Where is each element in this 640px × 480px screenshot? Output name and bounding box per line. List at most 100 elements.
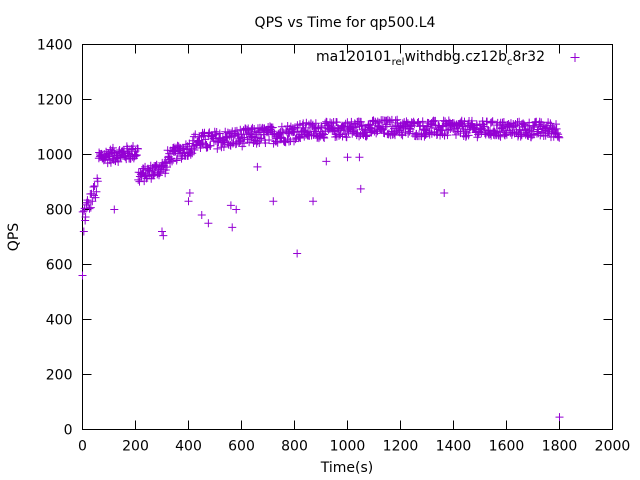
data-point (552, 120, 561, 129)
data-point (406, 125, 415, 134)
data-point (402, 117, 411, 126)
y-tick-label: 1000 (37, 148, 73, 164)
x-tick-label: 0 (78, 439, 87, 455)
data-point (166, 158, 175, 167)
data-point (438, 122, 447, 131)
data-point (554, 132, 563, 141)
data-point (390, 131, 399, 140)
data-point (197, 211, 206, 219)
data-point (91, 193, 100, 202)
data-point (86, 203, 95, 212)
data-point (552, 128, 561, 137)
data-point (299, 125, 308, 134)
data-point (89, 183, 98, 192)
data-point (143, 172, 152, 181)
data-point (438, 129, 447, 138)
data-point (79, 227, 88, 236)
data-point (265, 135, 274, 144)
data-point (378, 124, 387, 133)
y-tick-label: 200 (46, 368, 73, 384)
data-point (228, 223, 237, 232)
x-tick-label: 1200 (383, 439, 419, 455)
data-point (90, 181, 99, 190)
x-tick-label: 1000 (330, 439, 366, 455)
data-point (526, 126, 535, 135)
data-point (444, 125, 453, 134)
data-point (441, 117, 450, 126)
data-point (332, 118, 341, 127)
data-point (213, 144, 222, 153)
legend-label: ma120101relwithdbg.cz12bc8r32 (316, 49, 545, 68)
data-point (195, 132, 204, 141)
data-point (124, 149, 133, 158)
data-point (226, 201, 235, 210)
data-point (158, 227, 166, 236)
data-points (78, 115, 564, 422)
data-point (342, 133, 351, 142)
y-axis: 0 200 400 600 800 1000 1200 1400 (37, 38, 613, 439)
x-axis: 0 200 400 600 800 1000 1200 1400 1600 1800 2000 (78, 44, 630, 455)
data-point (307, 131, 316, 140)
data-point (488, 117, 497, 126)
data-point (360, 126, 369, 135)
x-tick-label: 800 (281, 439, 308, 455)
legend: ma120101relwithdbg.cz12bc8r32 (316, 49, 580, 68)
data-point (296, 133, 305, 142)
data-point (510, 129, 519, 138)
data-point (548, 123, 557, 132)
data-point (487, 118, 496, 127)
data-point (414, 117, 423, 126)
plot-frame (82, 44, 613, 430)
data-point (327, 119, 336, 128)
x-tick-label: 1400 (436, 439, 472, 455)
data-point (184, 197, 193, 206)
y-tick-label: 400 (46, 313, 73, 329)
data-point (541, 123, 550, 132)
chart-title: QPS vs Time for qp500.L4 (255, 15, 436, 31)
data-point (85, 204, 94, 213)
data-point (92, 187, 101, 196)
data-point (93, 177, 102, 186)
data-point (134, 175, 143, 184)
data-point (247, 132, 256, 141)
data-point (219, 143, 228, 152)
data-point (373, 117, 382, 126)
x-tick-label: 400 (175, 439, 202, 455)
data-point (131, 151, 140, 160)
data-point (528, 131, 537, 140)
y-tick-label: 1400 (37, 38, 73, 54)
x-tick-label: 1800 (542, 439, 578, 455)
data-point (129, 142, 138, 151)
data-point (84, 198, 93, 207)
data-point (496, 132, 505, 141)
data-point (232, 205, 241, 214)
data-point (127, 145, 136, 154)
data-point (535, 117, 544, 126)
y-tick-label: 800 (46, 203, 73, 219)
data-point (253, 162, 262, 171)
data-point (191, 130, 200, 139)
data-point (235, 137, 244, 146)
data-point (301, 123, 310, 132)
data-point (322, 157, 331, 166)
data-point (520, 120, 529, 129)
x-tick-label: 200 (122, 439, 149, 455)
data-point (215, 129, 224, 138)
data-point (81, 216, 90, 225)
data-point (78, 207, 87, 216)
x-tick-label: 1600 (489, 439, 525, 455)
data-point (116, 153, 125, 162)
data-point (78, 271, 87, 280)
data-point (440, 189, 449, 197)
data-point (245, 138, 254, 147)
data-point (497, 124, 506, 133)
data-point (190, 146, 199, 155)
data-point (159, 231, 168, 240)
data-point (191, 141, 200, 150)
data-point (555, 413, 564, 422)
data-point (132, 151, 141, 160)
data-point (277, 122, 286, 131)
y-tick-label: 0 (64, 423, 73, 439)
y-axis-label: QPS (6, 223, 22, 251)
